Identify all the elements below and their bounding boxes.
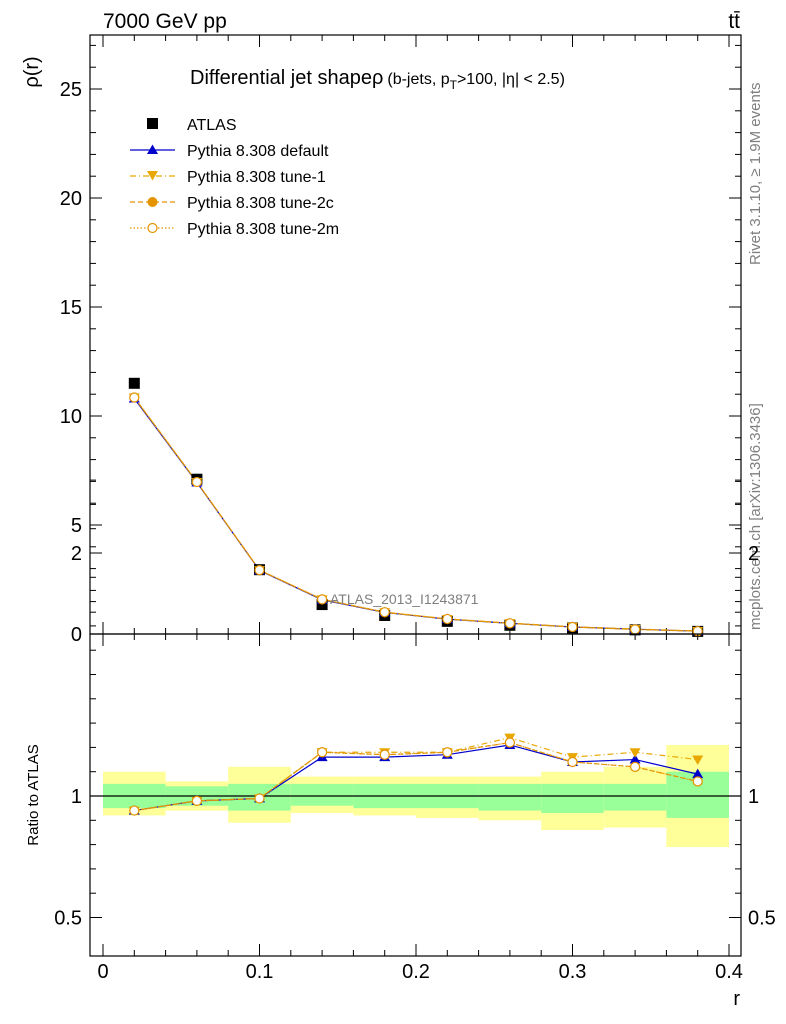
mc-data-point [379,607,390,618]
legend-default-label: Pythia 8.308 default [187,143,329,160]
ratio-data-point [254,793,265,804]
ratio-data-point [567,756,578,768]
ratio-y-tick-label: 1 [71,786,82,808]
ratio-data-point [317,747,328,758]
x-axis-label: r [733,988,740,1010]
ratio-inner-band [603,783,667,811]
ratio-data-point [191,795,202,806]
ratio-data-point [692,768,704,779]
ratio-y-tick-label: 2 [71,543,82,565]
legend-entry-default: Pythia 8.308 default [130,143,329,160]
legend-tune-1-marker [147,171,158,181]
title-subscript: T [450,78,458,92]
mc-data-point [191,476,202,488]
ratio-y-axis-label: Ratio to ATLAS [25,744,42,845]
legend: ATLAS Pythia 8.308 default Pythia 8.308 … [130,117,339,238]
ratio-panel: 0.5 0.51 12 2 0 0.1 0.2 0.3 0.4 Ratio to ATLAS … [25,479,776,1010]
chart-title: Differential jet shapeρ (b-jets, pT>100, … [190,67,565,92]
ratio-data-point [629,748,641,758]
main-y-ticks: 0 5 10 15 20 25 [60,44,741,646]
legend-entry-tune-2c: Pythia 8.308 tune-2c [130,195,334,212]
mc-data-point [629,624,641,635]
rivet-version-label: Rivet 3.1.10, ≥ 1.9M events [747,83,764,266]
title-rho: ρ [372,67,383,89]
mc-data-point [504,618,515,629]
ratio-data-point [692,755,704,766]
main-panel: 0 5 10 15 20 25 ρ(r) Differential jet shapeρ(… [21,34,742,646]
x-tick-label: 0 [97,961,108,983]
legend-tune-2c-label: Pythia 8.308 tune-2c [187,195,334,212]
legend-entry-atlas: ATLAS [147,117,237,134]
ratio-data-point [629,754,641,764]
atlas-data-point [128,377,140,389]
x-tick-label: 0.3 [559,961,587,983]
legend-entry-tune-2m: Pythia 8.308 tune-2m [130,221,339,238]
mc-data-point [317,594,328,605]
ratio-inner-band [541,783,604,814]
main-y-tick-label: 25 [60,79,82,101]
main-y-tick-label: 20 [60,188,82,210]
x-tick-label: 0.4 [715,961,743,983]
main-y-axis-label: ρ(r) [21,56,43,87]
ratio-data-point [442,747,453,758]
ratio-x-ticks: 0 0.1 0.2 0.3 0.4 [97,634,743,983]
ratio-y-tick-label-right: 0.5 [748,908,776,930]
legend-atlas-marker [147,118,158,129]
ratio-data-point [129,805,140,816]
ratio-data-point [692,776,703,787]
legend-atlas-label: ATLAS [187,117,237,134]
legend-tune-1-label: Pythia 8.308 tune-1 [187,169,326,186]
energy-label: 7000 GeV pp [103,10,227,33]
mc-data-point [442,613,453,625]
ratio-y-tick-label-right: 1 [748,786,759,808]
ratio-series [128,733,704,817]
main-series-line [133,397,698,632]
mc-data-point [129,392,140,403]
mc-data-point [567,621,578,633]
mc-data-point [254,565,265,576]
legend-tune-2c-marker [147,197,158,207]
legend-entry-tune-1: Pythia 8.308 tune-1 [130,169,326,186]
ratio-series-line [134,741,698,812]
ratio-inner-band [478,783,542,811]
main-y-tick-label: 0 [71,624,82,646]
mcplots-reference-label: mcplots.cern.ch [arXiv:1306.3436] [747,403,764,630]
title-rest: >100, |η| < 2.5) [457,71,565,88]
ratio-y-ticks: 0.5 0.5 1 1 2 2 [54,479,776,930]
ratio-y-tick-label: 0.5 [54,908,82,930]
legend-default-marker [147,144,158,154]
main-y-tick-label: 15 [60,297,82,319]
ratio-data-point [504,737,515,748]
title-detail: (b-jets, p [387,71,449,88]
main-series [128,377,704,637]
title-main: Differential jet shape [190,67,372,89]
ratio-data-point [629,761,641,772]
analysis-id-label: ATLAS_2013_I1243871 [330,591,479,607]
ratio-data-point [379,749,390,760]
legend-tune-2m-label: Pythia 8.308 tune-2m [187,221,339,238]
legend-tune-2m-marker [147,222,158,234]
ratio-inner-band [290,783,354,806]
x-tick-label: 0.2 [402,961,430,983]
process-label: tt̄ [728,10,740,33]
x-tick-label: 0.1 [246,961,274,983]
main-y-tick-label: 5 [71,515,82,537]
ratio-y-tick-label-right: 2 [748,543,759,565]
main-y-tick-label: 10 [60,406,82,428]
